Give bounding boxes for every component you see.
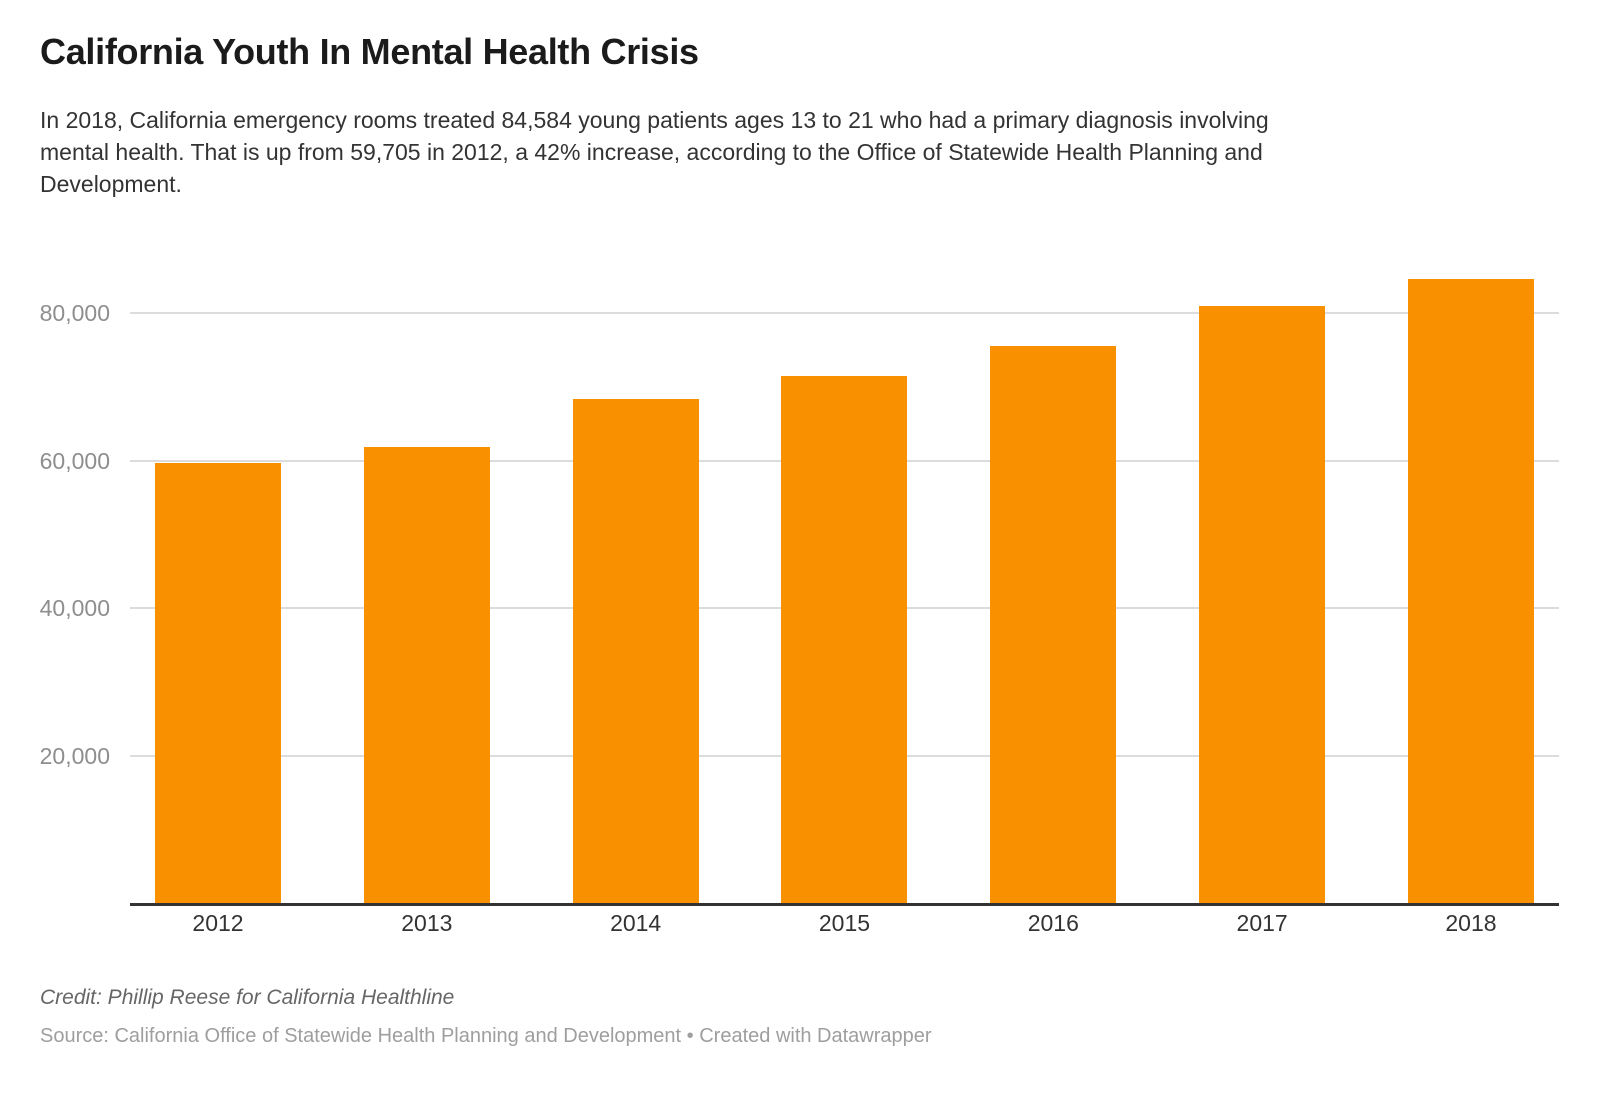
bars-row xyxy=(130,250,1559,903)
y-axis-labels: 20,000 40,000 60,000 80,000 xyxy=(36,250,110,903)
bar-2015[interactable] xyxy=(781,375,908,903)
bar-2012[interactable] xyxy=(155,462,281,903)
bar-2018[interactable] xyxy=(1407,279,1534,903)
bar-2016[interactable] xyxy=(990,346,1117,903)
description-line-1: In 2018, California emergency rooms trea… xyxy=(40,107,1269,133)
y-axis-tick-label-60,000: 60,000 xyxy=(39,447,110,474)
credit-text: Credit: Phillip Reese for California Hea… xyxy=(40,986,455,1009)
bar-2013[interactable] xyxy=(363,446,490,903)
page-title: California Youth In Mental Health Crisis xyxy=(40,31,699,72)
source-text: Source: California Office of Statewide H… xyxy=(40,1025,932,1047)
x-axis-label-2013: 2013 xyxy=(401,910,453,936)
x-axis-label-2018: 2018 xyxy=(1445,910,1497,936)
gridline-80,000 xyxy=(130,312,1559,314)
x-axis-label-2014: 2014 xyxy=(610,910,662,936)
x-axis-label-2016: 2016 xyxy=(1027,910,1079,936)
y-axis-tick-label-20,000: 20,000 xyxy=(39,742,110,769)
description-line-3: Development. xyxy=(40,171,182,197)
bar-2014[interactable] xyxy=(572,398,699,903)
x-axis-label-2012: 2012 xyxy=(192,910,244,936)
x-axis-label-2015: 2015 xyxy=(818,910,871,936)
y-axis-tick-label-40,000: 40,000 xyxy=(39,595,110,621)
x-axis-labels: 2012 2013 2014 2015 2016 2017 2018 xyxy=(130,908,1559,938)
y-axis-tick-label-80,000: 80,000 xyxy=(39,300,110,326)
description-line-2: mental health. That is up from 59,705 in… xyxy=(40,139,1263,165)
chart-description: In 2018, California emergency rooms trea… xyxy=(40,104,1269,200)
plot-area xyxy=(130,250,1559,906)
bar-2017[interactable] xyxy=(1199,306,1326,903)
x-axis-label-2017: 2017 xyxy=(1236,910,1288,936)
x-axis-baseline xyxy=(130,903,1559,906)
